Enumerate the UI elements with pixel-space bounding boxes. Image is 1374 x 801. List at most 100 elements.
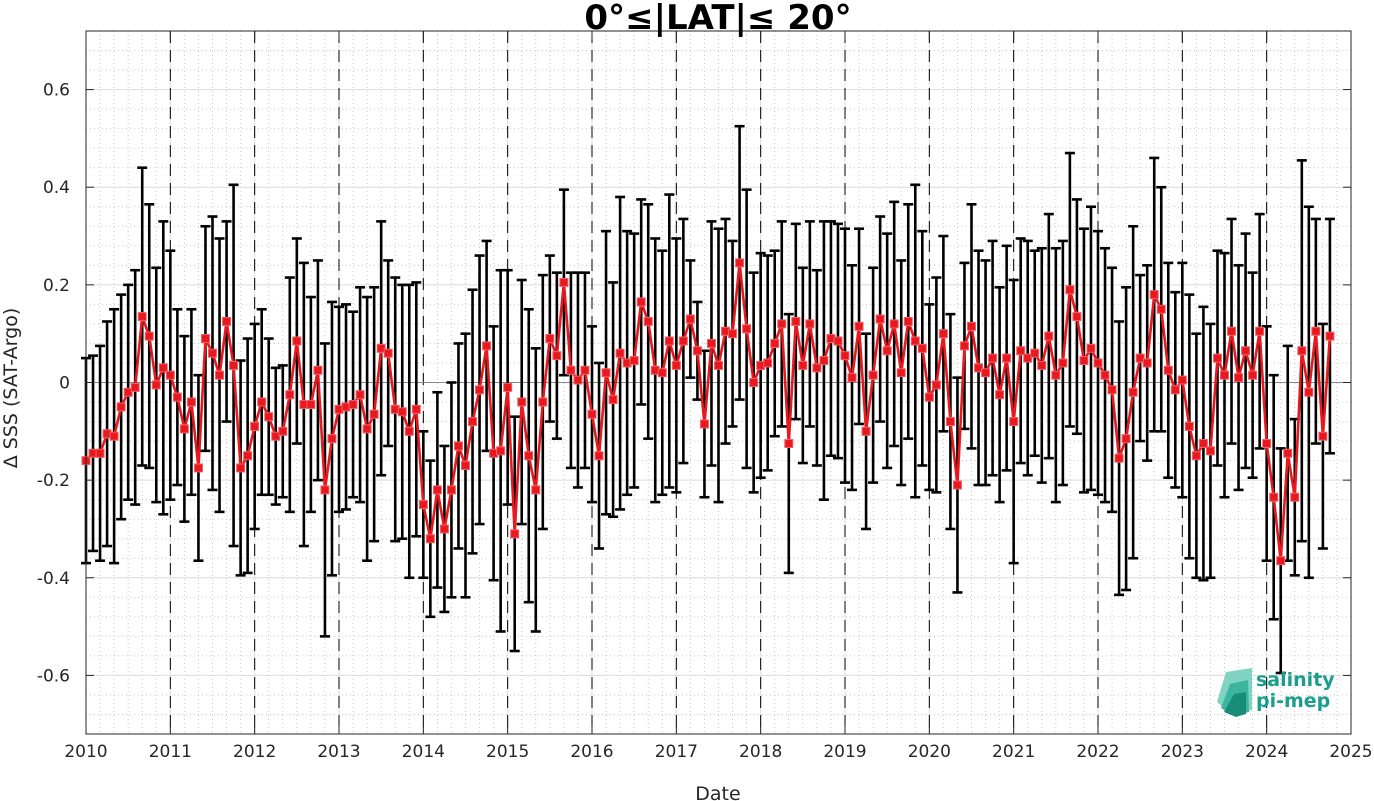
data-point-marker (868, 370, 878, 380)
data-point-marker (243, 451, 253, 461)
series-line (85, 261, 1332, 562)
data-point-marker (383, 348, 393, 358)
data-point-marker (236, 463, 246, 473)
data-point-marker (573, 375, 583, 385)
data-point-marker (974, 363, 984, 373)
data-point-marker (896, 368, 906, 378)
data-point-marker (945, 417, 955, 427)
data-point-marker (749, 378, 759, 387)
data-point-marker (657, 368, 667, 378)
data-point-marker (475, 385, 485, 395)
data-point-marker (678, 336, 688, 346)
x-tick-label: 2016 (570, 742, 613, 762)
data-point-marker (531, 485, 541, 495)
data-point-marker (1269, 492, 1279, 502)
data-point-marker (798, 360, 808, 370)
data-point-marker (1009, 417, 1019, 427)
data-point-marker (165, 370, 175, 380)
data-point-marker (1304, 387, 1314, 397)
data-point-marker (1170, 385, 1180, 395)
data-point-marker (461, 460, 470, 470)
data-point-marker (1234, 373, 1244, 383)
data-point-marker (931, 380, 941, 390)
data-point-marker (735, 258, 745, 268)
data-point-marker (257, 397, 267, 407)
data-point-marker (988, 353, 998, 363)
x-tick-label: 2023 (1161, 742, 1204, 762)
data-point-marker (510, 529, 520, 539)
data-point-marker (306, 399, 316, 409)
x-tick-label: 2017 (655, 742, 698, 762)
data-point-marker (1220, 370, 1229, 380)
data-point-marker (791, 316, 801, 326)
data-point-marker (208, 348, 217, 358)
error-bars (81, 124, 1335, 675)
data-point-marker (1311, 326, 1321, 336)
data-point-marker (594, 451, 604, 461)
data-point-marker (889, 319, 899, 329)
data-point-marker (1142, 358, 1152, 368)
data-point-marker (545, 334, 555, 344)
data-point-marker (910, 336, 920, 346)
data-point-marker (608, 395, 618, 405)
data-point-marker (95, 448, 105, 458)
data-point-marker (952, 480, 962, 490)
x-tick-label: 2021 (992, 742, 1035, 762)
data-point-marker (158, 363, 168, 373)
data-point-marker (250, 421, 260, 431)
x-tick-label: 2020 (908, 742, 951, 762)
data-point-marker (1290, 492, 1300, 502)
x-tick-label: 2013 (317, 742, 360, 762)
data-point-marker (348, 399, 358, 409)
data-point-marker (362, 424, 372, 434)
data-point-marker (917, 343, 927, 353)
data-point-marker (172, 392, 182, 402)
data-point-marker (1121, 434, 1131, 444)
data-point-marker (193, 463, 203, 473)
data-point-marker (1037, 360, 1047, 370)
data-point-marker (615, 348, 625, 358)
x-tick-label: 2010 (64, 742, 107, 762)
series-delta-sss (81, 258, 1335, 566)
data-point-marker (875, 314, 885, 324)
data-point-marker (1114, 453, 1124, 463)
chart-title: 0°≤|LAT|≤ 20° (584, 0, 851, 38)
data-point-marker (313, 365, 323, 375)
axis-ticks (85, 31, 1352, 734)
data-point-marker (320, 485, 330, 495)
data-point-marker (1100, 370, 1110, 380)
x-tick-label: 2011 (149, 742, 192, 762)
data-point-marker (967, 321, 976, 331)
data-point-marker (538, 397, 548, 407)
data-point-marker (215, 370, 225, 380)
data-point-marker (425, 534, 435, 544)
data-point-marker (742, 324, 752, 334)
data-point-marker (812, 363, 822, 373)
data-point-marker (1079, 356, 1089, 366)
data-point-marker (552, 351, 562, 361)
data-point-marker (109, 431, 119, 441)
data-point-marker (1051, 370, 1061, 380)
data-point-marker (1163, 365, 1173, 375)
data-point-marker (777, 319, 787, 329)
x-axis-label: Date (695, 783, 740, 801)
data-point-marker (636, 297, 646, 307)
y-tick-label: 0 (59, 374, 70, 394)
data-point-marker (706, 338, 716, 348)
data-point-marker (130, 382, 140, 392)
data-point-marker (1058, 358, 1068, 368)
y-axis-label: Δ SSS (SAT-Argo) (0, 308, 22, 468)
data-point-marker (1023, 353, 1033, 363)
data-point-marker (924, 392, 934, 402)
x-tick-label: 2024 (1245, 742, 1288, 762)
data-point-marker (496, 446, 506, 456)
data-point-marker (1205, 446, 1215, 456)
data-point-marker (503, 382, 513, 392)
data-point-marker (144, 331, 154, 341)
data-point-marker (833, 336, 843, 346)
data-point-marker (1072, 312, 1082, 322)
data-point-marker (1107, 385, 1117, 395)
data-point-marker (278, 426, 288, 436)
data-point-marker (355, 390, 365, 400)
data-point-marker (601, 368, 611, 378)
